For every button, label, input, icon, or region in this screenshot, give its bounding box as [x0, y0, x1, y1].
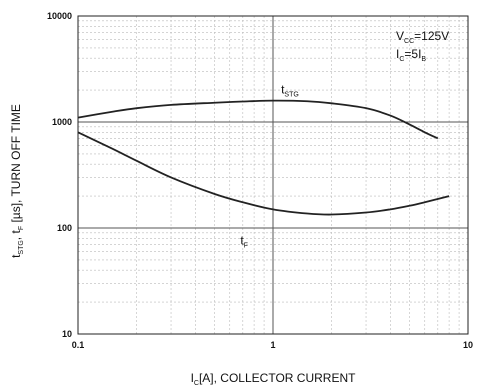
- tick-labels: 0.1 1 10 10 100 1000 10000: [47, 11, 473, 350]
- x-tick-label: 1: [270, 340, 275, 350]
- curves: [77, 99, 450, 216]
- series-label-tSTG: tSTG: [281, 83, 299, 99]
- y-tick-label: 1000: [52, 117, 72, 127]
- y-tick-label: 100: [57, 223, 72, 233]
- y-tick-label: 10: [62, 329, 72, 339]
- condition-label: VCC=125V: [396, 29, 449, 45]
- x-tick-label: 0.1: [72, 340, 85, 350]
- series-line-tF: [77, 131, 450, 216]
- series-label-tF: tF: [240, 233, 248, 249]
- plot-frame: [77, 15, 469, 335]
- annotations: tSTG tF VCC=125V IC=5IB: [240, 29, 449, 249]
- y-tick-label: 10000: [47, 11, 72, 21]
- y-axis-label: tSTG, tF [µs], TURN OFF TIME: [9, 104, 25, 258]
- grid: [78, 16, 468, 334]
- series-line-tSTG: [77, 99, 439, 140]
- condition-label: IC=5IB: [396, 47, 426, 63]
- x-axis-label: IC[A], COLLECTOR CURRENT: [191, 371, 357, 387]
- x-tick-label: 10: [463, 340, 473, 350]
